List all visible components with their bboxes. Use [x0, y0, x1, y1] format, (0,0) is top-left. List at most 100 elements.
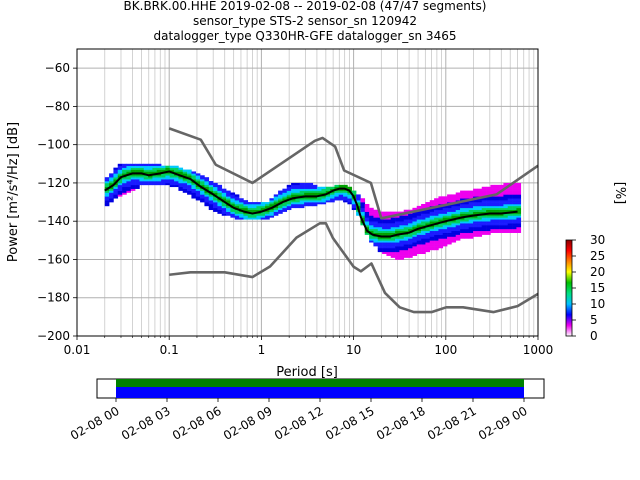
density-cell	[512, 217, 517, 220]
density-cell	[403, 234, 409, 237]
density-cell	[429, 219, 435, 222]
density-cell	[464, 209, 470, 212]
density-cell	[516, 188, 522, 191]
density-cell	[425, 236, 431, 239]
density-cell	[507, 194, 513, 197]
density-cell	[217, 184, 223, 188]
density-cell	[148, 165, 153, 168]
density-cell	[217, 194, 223, 197]
density-cell	[182, 186, 188, 189]
density-cell	[321, 196, 327, 199]
density-cell	[442, 200, 448, 203]
density-cell	[291, 190, 296, 193]
density-cell	[239, 198, 244, 201]
density-cell	[156, 181, 162, 184]
density-cell	[299, 205, 305, 209]
density-cell	[317, 190, 322, 193]
density-cell	[486, 219, 491, 222]
density-cell	[382, 219, 387, 222]
density-cell	[360, 223, 366, 226]
density-cell	[377, 232, 383, 235]
density-cell	[373, 238, 379, 241]
density-cell	[247, 202, 253, 205]
density-cell	[403, 246, 409, 249]
density-cell	[187, 188, 192, 191]
density-cell	[412, 219, 418, 222]
density-cell	[481, 200, 487, 203]
density-cell	[460, 217, 465, 220]
density-cell	[156, 167, 162, 170]
density-cell	[135, 182, 140, 186]
density-cell	[234, 202, 240, 205]
density-cell	[473, 211, 478, 214]
density-cell	[291, 194, 296, 197]
density-cell	[260, 215, 266, 218]
density-cell	[169, 182, 175, 186]
density-cell	[204, 196, 210, 199]
density-cell	[239, 205, 244, 209]
density-cell	[503, 205, 509, 209]
density-cell	[230, 207, 236, 211]
density-cell	[416, 221, 422, 224]
density-cell	[468, 203, 474, 207]
density-cell	[122, 186, 127, 189]
density-cell	[512, 221, 517, 224]
density-cell	[230, 196, 236, 199]
density-cell	[213, 186, 218, 189]
density-cell	[104, 198, 110, 201]
density-cell	[139, 167, 145, 170]
x-axis-label: Period [s]	[276, 365, 338, 380]
density-cell	[403, 238, 409, 241]
density-cell	[343, 200, 348, 203]
density-cell	[451, 213, 457, 216]
density-cell	[494, 200, 500, 203]
density-cell	[490, 223, 496, 226]
density-cell	[447, 213, 452, 216]
density-cell	[442, 211, 448, 214]
density-cell	[239, 213, 244, 216]
density-cell	[464, 225, 470, 228]
density-cell	[516, 198, 522, 201]
density-cell	[165, 179, 171, 182]
density-cell	[213, 207, 218, 211]
density-cell	[104, 184, 110, 188]
density-cell	[135, 167, 140, 170]
density-cell	[208, 186, 214, 189]
density-cell	[217, 190, 223, 193]
density-cell	[221, 198, 227, 201]
title-line-2: sensor_type STS-2 sensor_sn 120942	[193, 14, 417, 28]
density-cell	[403, 251, 409, 255]
density-cell	[434, 226, 439, 230]
density-cell	[490, 217, 496, 220]
density-cell	[282, 196, 288, 199]
density-cell	[481, 226, 487, 230]
density-cell	[286, 190, 292, 193]
density-cell	[299, 182, 305, 186]
density-cell	[516, 215, 522, 218]
density-cell	[234, 209, 240, 212]
density-cell	[377, 230, 383, 233]
density-cell	[499, 217, 504, 220]
density-cell	[187, 181, 192, 184]
density-cell	[143, 169, 149, 172]
density-cell	[503, 207, 509, 211]
density-cell	[191, 179, 197, 182]
density-cell	[403, 209, 409, 212]
density-cell	[382, 246, 387, 249]
density-cell	[507, 192, 513, 195]
density-cell	[182, 177, 188, 180]
density-cell	[234, 213, 240, 216]
density-cell	[239, 215, 244, 218]
density-cell	[503, 202, 509, 205]
density-cell	[486, 205, 491, 209]
density-cell	[109, 200, 114, 203]
density-cell	[338, 194, 344, 197]
density-cell	[473, 207, 478, 211]
density-cell	[369, 230, 374, 233]
density-cell	[178, 182, 184, 186]
density-cell	[195, 177, 201, 180]
density-cell	[455, 232, 461, 235]
density-cell	[161, 173, 166, 176]
density-cell	[295, 200, 301, 203]
density-cell	[113, 184, 119, 188]
